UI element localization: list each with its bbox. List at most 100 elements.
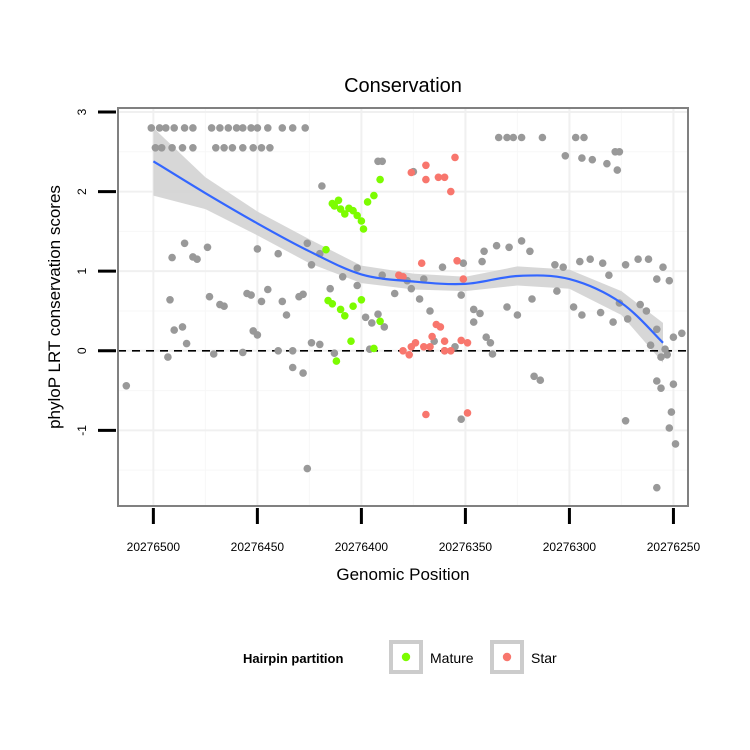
point-other bbox=[528, 295, 536, 303]
point-other bbox=[353, 281, 362, 290]
point-star bbox=[422, 410, 430, 419]
point-other bbox=[576, 257, 584, 266]
point-star bbox=[422, 161, 430, 170]
point-other bbox=[596, 308, 605, 317]
point-mature bbox=[370, 191, 378, 200]
point-other bbox=[653, 377, 661, 385]
point-other bbox=[457, 291, 466, 299]
point-other bbox=[569, 303, 578, 311]
point-other bbox=[615, 148, 624, 156]
point-other bbox=[168, 144, 176, 152]
legend-swatch-mature bbox=[401, 652, 411, 662]
point-other bbox=[559, 263, 567, 272]
y-axis: 3 2 1 0 -1 bbox=[75, 108, 116, 436]
point-other bbox=[220, 144, 228, 152]
point-other bbox=[438, 263, 447, 272]
point-other bbox=[665, 276, 674, 285]
point-star bbox=[440, 347, 449, 355]
point-other bbox=[166, 296, 174, 304]
point-other bbox=[536, 376, 545, 385]
point-other bbox=[513, 311, 522, 319]
x-tick-label: 20276450 bbox=[231, 540, 285, 554]
point-other bbox=[503, 133, 511, 142]
point-star bbox=[457, 336, 466, 345]
point-mature bbox=[341, 312, 349, 320]
point-mature bbox=[322, 245, 330, 254]
point-star bbox=[407, 343, 416, 351]
legend-label-mature: Mature bbox=[430, 650, 474, 666]
point-other bbox=[580, 133, 588, 142]
point-other bbox=[278, 124, 287, 132]
point-other bbox=[374, 310, 382, 319]
point-other bbox=[303, 239, 312, 248]
point-other bbox=[353, 264, 362, 272]
x-axis: 20276500 20276450 20276400 20276350 20276300… bbox=[127, 508, 700, 554]
point-other bbox=[228, 144, 237, 152]
point-other bbox=[282, 311, 291, 319]
point-other bbox=[657, 353, 665, 361]
point-other bbox=[653, 325, 661, 334]
point-other bbox=[264, 285, 272, 294]
point-other bbox=[551, 261, 559, 269]
point-other bbox=[193, 255, 201, 263]
point-other bbox=[318, 182, 326, 190]
point-other bbox=[288, 347, 297, 355]
point-other bbox=[623, 315, 632, 323]
point-other bbox=[678, 329, 686, 338]
x-tick-label: 20276500 bbox=[127, 540, 181, 554]
plot-border bbox=[117, 107, 689, 507]
point-other bbox=[665, 424, 674, 432]
point-other bbox=[644, 255, 653, 263]
point-other bbox=[609, 318, 617, 326]
point-other bbox=[274, 249, 283, 258]
point-other bbox=[299, 290, 307, 299]
point-other bbox=[671, 440, 680, 448]
point-other bbox=[239, 144, 247, 152]
point-mature bbox=[347, 337, 355, 346]
point-other bbox=[209, 350, 218, 358]
point-other bbox=[257, 144, 266, 152]
point-other bbox=[526, 247, 534, 256]
point-other bbox=[653, 275, 661, 283]
point-other bbox=[180, 239, 189, 248]
point-star bbox=[436, 323, 445, 331]
point-mature bbox=[357, 296, 366, 304]
point-other bbox=[182, 339, 191, 348]
point-other bbox=[653, 483, 661, 492]
point-other bbox=[415, 295, 424, 303]
point-other bbox=[605, 271, 613, 280]
legend-title: Hairpin partition bbox=[243, 651, 343, 666]
point-other bbox=[316, 340, 324, 349]
point-other bbox=[661, 345, 669, 354]
point-other bbox=[212, 144, 220, 152]
point-other bbox=[636, 300, 644, 309]
point-other bbox=[517, 237, 526, 245]
point-other bbox=[488, 350, 497, 358]
point-other bbox=[288, 124, 297, 132]
x-tick-label: 20276300 bbox=[543, 540, 597, 554]
point-other bbox=[247, 291, 255, 299]
point-star bbox=[463, 409, 472, 417]
point-other bbox=[288, 363, 297, 372]
point-star bbox=[459, 275, 468, 283]
point-other bbox=[178, 323, 187, 331]
point-other bbox=[426, 307, 434, 315]
point-other bbox=[486, 339, 495, 347]
legend: Hairpin partition Mature Star bbox=[243, 640, 557, 674]
point-star bbox=[451, 153, 459, 162]
point-other bbox=[669, 333, 678, 342]
point-mature bbox=[332, 357, 341, 365]
point-star bbox=[417, 259, 426, 268]
point-other bbox=[122, 382, 131, 390]
point-other bbox=[659, 263, 667, 272]
point-other bbox=[301, 124, 310, 132]
point-other bbox=[330, 349, 339, 358]
point-star bbox=[428, 332, 436, 341]
point-other bbox=[492, 241, 501, 250]
point-other bbox=[155, 124, 164, 132]
point-other bbox=[621, 417, 630, 425]
legend-key-mature bbox=[389, 640, 423, 674]
point-other bbox=[361, 313, 370, 322]
point-mature bbox=[353, 211, 362, 220]
